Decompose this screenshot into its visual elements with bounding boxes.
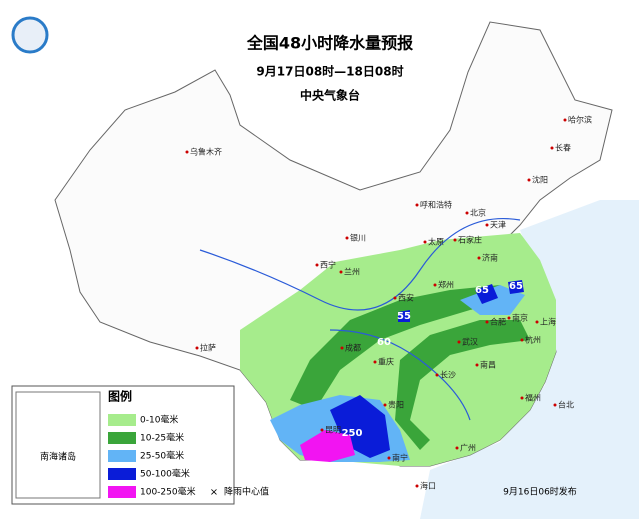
legend-swatch (108, 432, 136, 444)
city-label: 沈阳 (532, 175, 548, 185)
city-dot (433, 283, 437, 287)
city-label: 贵阳 (388, 400, 404, 410)
legend-label: 50-100毫米 (140, 468, 190, 480)
city-label: 北京 (470, 208, 486, 218)
city-label: 长沙 (440, 370, 456, 380)
legend-swatch (108, 414, 136, 426)
city-dot (435, 373, 439, 377)
title: 全国48小时降水量预报 (246, 34, 413, 53)
city-dot (315, 263, 319, 267)
city-label: 天津 (490, 220, 506, 230)
city-dot (345, 236, 349, 240)
center-value: 65 (509, 281, 523, 292)
city-label: 杭州 (525, 335, 541, 345)
city-dot (457, 340, 461, 344)
city-dot (453, 238, 457, 242)
legend-swatch (108, 468, 136, 480)
city-dot (520, 396, 524, 400)
city-dot (553, 403, 557, 407)
city-label: 太原 (428, 237, 444, 247)
city-label: 西安 (398, 293, 414, 303)
inset-label: 南海诸岛 (40, 451, 76, 463)
city-label: 南宁 (392, 453, 408, 463)
city-label: 西宁 (320, 260, 336, 270)
precip-50-100 (330, 280, 524, 458)
issued: 9月16日06时发布 (503, 486, 577, 498)
city-label: 武汉 (462, 337, 478, 347)
period: 9月17日08时—18日08时 (256, 64, 403, 79)
river (199, 218, 521, 421)
city-dot (340, 346, 344, 350)
city-label: 上海 (540, 317, 556, 327)
city-dot (373, 360, 377, 364)
city-label: 广州 (460, 443, 476, 453)
issuer: 中央气象台 (300, 88, 360, 103)
legend-title: 图例 (108, 389, 132, 404)
city-label: 福州 (525, 394, 541, 403)
city-label: 南京 (512, 313, 528, 323)
city-label: 台北 (558, 400, 574, 410)
city-label: 石家庄 (458, 235, 482, 245)
precip-10-25 (290, 285, 530, 450)
city-label: 拉萨 (200, 343, 216, 353)
center-value: 250 (342, 428, 363, 439)
city-label: 南昌 (480, 360, 496, 370)
center-value: 65 (475, 285, 489, 296)
legend-swatch (108, 486, 136, 498)
legend-label: 10-25毫米 (140, 432, 184, 444)
city-label: 海口 (420, 481, 436, 491)
city-label: 成都 (345, 343, 361, 353)
city-dot (520, 338, 524, 342)
city-dot (527, 178, 531, 182)
city-label: 银川 (350, 233, 366, 243)
center-marker: × (210, 487, 218, 498)
logo (11, 16, 49, 54)
center-value: 60 (377, 337, 391, 348)
city-label: 济南 (482, 253, 498, 263)
sea (420, 200, 639, 519)
city-dot (455, 446, 459, 450)
legend-swatch (108, 450, 136, 462)
city-dot (465, 211, 469, 215)
city-dot (393, 296, 397, 300)
center-value: 55 (397, 311, 411, 322)
city-label: 合肥 (490, 317, 506, 327)
city-dot (195, 346, 199, 350)
city-dot (387, 456, 391, 460)
city-dot (415, 203, 419, 207)
precip-100-250 (300, 430, 355, 462)
city-label: 乌鲁木齐 (190, 147, 222, 157)
city-dot (185, 150, 189, 154)
dynamic-layer: 0-10毫米 10-25毫米 25-50毫米 50-100毫米 100-250毫米 × 降雨… (108, 115, 592, 498)
city-dot (475, 363, 479, 367)
city-label: 兰州 (344, 267, 360, 277)
city-label: 哈尔滨 (568, 115, 592, 125)
city-dot (477, 256, 481, 260)
city-label: 呼和浩特 (420, 200, 452, 210)
city-label: 重庆 (378, 357, 394, 367)
city-dot (423, 240, 427, 244)
legend-label: 100-250毫米 (140, 486, 196, 498)
city-label: 长春 (555, 143, 571, 153)
city-dot (507, 316, 511, 320)
city-dot (383, 403, 387, 407)
legend-label: 25-50毫米 (140, 450, 184, 462)
city-dot (563, 118, 567, 122)
city-dot (485, 320, 489, 324)
city-dot (339, 270, 343, 274)
legend-center-label: 降雨中心值 (224, 486, 269, 498)
city-dot (485, 223, 489, 227)
city-dot (320, 428, 324, 432)
legend-label: 0-10毫米 (140, 414, 178, 426)
city-dot (415, 484, 419, 488)
city-label: 昆明 (325, 426, 341, 435)
city-label: 郑州 (438, 280, 454, 290)
city-dot (535, 320, 539, 324)
city-dot (550, 146, 554, 150)
inset-box (15, 391, 101, 499)
